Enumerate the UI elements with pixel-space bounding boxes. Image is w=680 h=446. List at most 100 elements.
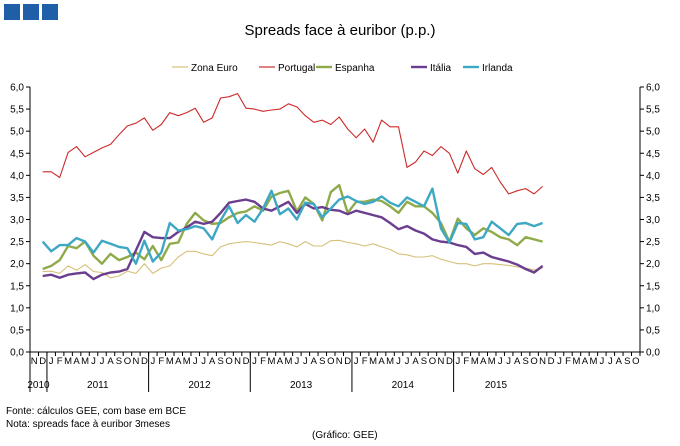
x-month-label: F	[463, 356, 469, 367]
x-month-label: D	[548, 356, 555, 367]
x-month-label: N	[234, 356, 241, 367]
x-month-label: O	[327, 356, 334, 367]
y-tick-label-left: 0,0	[10, 348, 24, 359]
x-month-label: D	[141, 356, 148, 367]
y-tick-label-left: 2,5	[10, 237, 24, 248]
x-month-label: J	[498, 356, 503, 367]
x-month-label: J	[600, 356, 605, 367]
x-month-label: D	[344, 356, 351, 367]
y-tick-label-right: 3,0	[646, 215, 660, 226]
x-month-label: J	[354, 356, 359, 367]
x-month-label: J	[201, 356, 206, 367]
y-tick-label-left: 6,0	[10, 83, 24, 94]
x-month-label: M	[589, 356, 597, 367]
y-tick-label-left: 4,5	[10, 149, 24, 160]
y-tick-label-left: 1,0	[10, 303, 24, 314]
x-month-label: S	[624, 356, 630, 367]
x-month-label: M	[386, 356, 394, 367]
x-month-label: N	[437, 356, 444, 367]
x-month-label: N	[539, 356, 546, 367]
x-year-label: 2011	[87, 380, 109, 391]
logo-block	[42, 4, 58, 20]
y-tick-label-left: 3,5	[10, 193, 24, 204]
legend-label: Espanha	[335, 63, 375, 74]
legend-label: Portugal	[278, 63, 315, 74]
x-month-label: J	[193, 356, 198, 367]
x-month-label: A	[616, 356, 623, 367]
x-month-label: F	[158, 356, 164, 367]
x-month-label: M	[488, 356, 496, 367]
x-month-label: S	[217, 356, 223, 367]
x-month-label: O	[632, 356, 639, 367]
x-month-label: N	[336, 356, 343, 367]
y-tick-label-right: 3,5	[646, 193, 660, 204]
x-month-label: N	[132, 356, 139, 367]
series-line-it-lia	[42, 198, 544, 281]
x-month-label: F	[57, 356, 63, 367]
y-tick-label-right: 4,5	[646, 149, 660, 160]
x-month-label: S	[421, 356, 427, 367]
x-month-label: A	[582, 356, 589, 367]
series-line-zona-euro	[42, 239, 543, 279]
y-tick-label-right: 1,0	[646, 303, 660, 314]
y-tick-label-right: 2,0	[646, 259, 660, 270]
logo-block	[23, 4, 39, 20]
logo-block	[4, 4, 20, 20]
legend-label: Irlanda	[482, 63, 513, 74]
chart-title: Spreads face à euribor (p.p.)	[244, 22, 436, 39]
footer-note: Nota: spreads face à euribor 3meses	[6, 419, 170, 430]
x-month-label: A	[378, 356, 385, 367]
x-month-label: M	[284, 356, 292, 367]
x-month-label: D	[39, 356, 46, 367]
y-tick-label-right: 5,5	[646, 105, 660, 116]
x-month-label: M	[64, 356, 72, 367]
y-tick-label-right: 1,5	[646, 281, 660, 292]
x-month-label: J	[91, 356, 96, 367]
series-line-irlanda	[41, 187, 544, 265]
x-month-label: M	[369, 356, 377, 367]
x-month-label: J	[150, 356, 155, 367]
x-year-label: 2014	[392, 380, 415, 391]
series-line-portugal	[42, 93, 543, 195]
x-month-label: A	[107, 356, 114, 367]
x-month-label: J	[405, 356, 410, 367]
y-tick-label-right: 5,0	[646, 127, 660, 138]
x-month-label: F	[260, 356, 266, 367]
x-month-label: J	[100, 356, 105, 367]
y-tick-label-right: 4,0	[646, 171, 660, 182]
x-month-label: M	[471, 356, 479, 367]
y-tick-label-left: 1,5	[10, 281, 24, 292]
x-month-label: J	[506, 356, 511, 367]
footer-source: Fonte: cálculos GEE, com base em BCE	[6, 406, 187, 417]
x-month-label: J	[396, 356, 401, 367]
x-month-label: O	[530, 356, 537, 367]
x-month-label: J	[303, 356, 308, 367]
x-month-label: O	[124, 356, 131, 367]
x-month-label: N	[31, 356, 38, 367]
x-month-label: A	[480, 356, 487, 367]
x-month-label: M	[166, 356, 174, 367]
x-month-label: A	[514, 356, 521, 367]
x-month-label: M	[572, 356, 580, 367]
x-month-label: J	[455, 356, 460, 367]
x-month-label: A	[73, 356, 80, 367]
x-month-label: A	[175, 356, 182, 367]
brand-logo	[4, 4, 58, 20]
y-tick-label-left: 5,0	[10, 127, 24, 138]
x-month-label: J	[49, 356, 54, 367]
legend-label: Zona Euro	[191, 63, 238, 74]
y-tick-label-right: 6,0	[646, 83, 660, 94]
x-year-label: 2013	[290, 380, 313, 391]
x-month-label: F	[565, 356, 571, 367]
series-line-espanha	[42, 183, 543, 271]
x-month-label: O	[429, 356, 436, 367]
y-tick-label-left: 4,0	[10, 171, 24, 182]
x-month-label: M	[267, 356, 275, 367]
y-tick-label-left: 3,0	[10, 215, 24, 226]
x-month-label: D	[243, 356, 250, 367]
x-month-label: J	[295, 356, 300, 367]
x-month-label: D	[446, 356, 453, 367]
y-tick-label-left: 0,5	[10, 325, 24, 336]
x-month-label: A	[209, 356, 216, 367]
